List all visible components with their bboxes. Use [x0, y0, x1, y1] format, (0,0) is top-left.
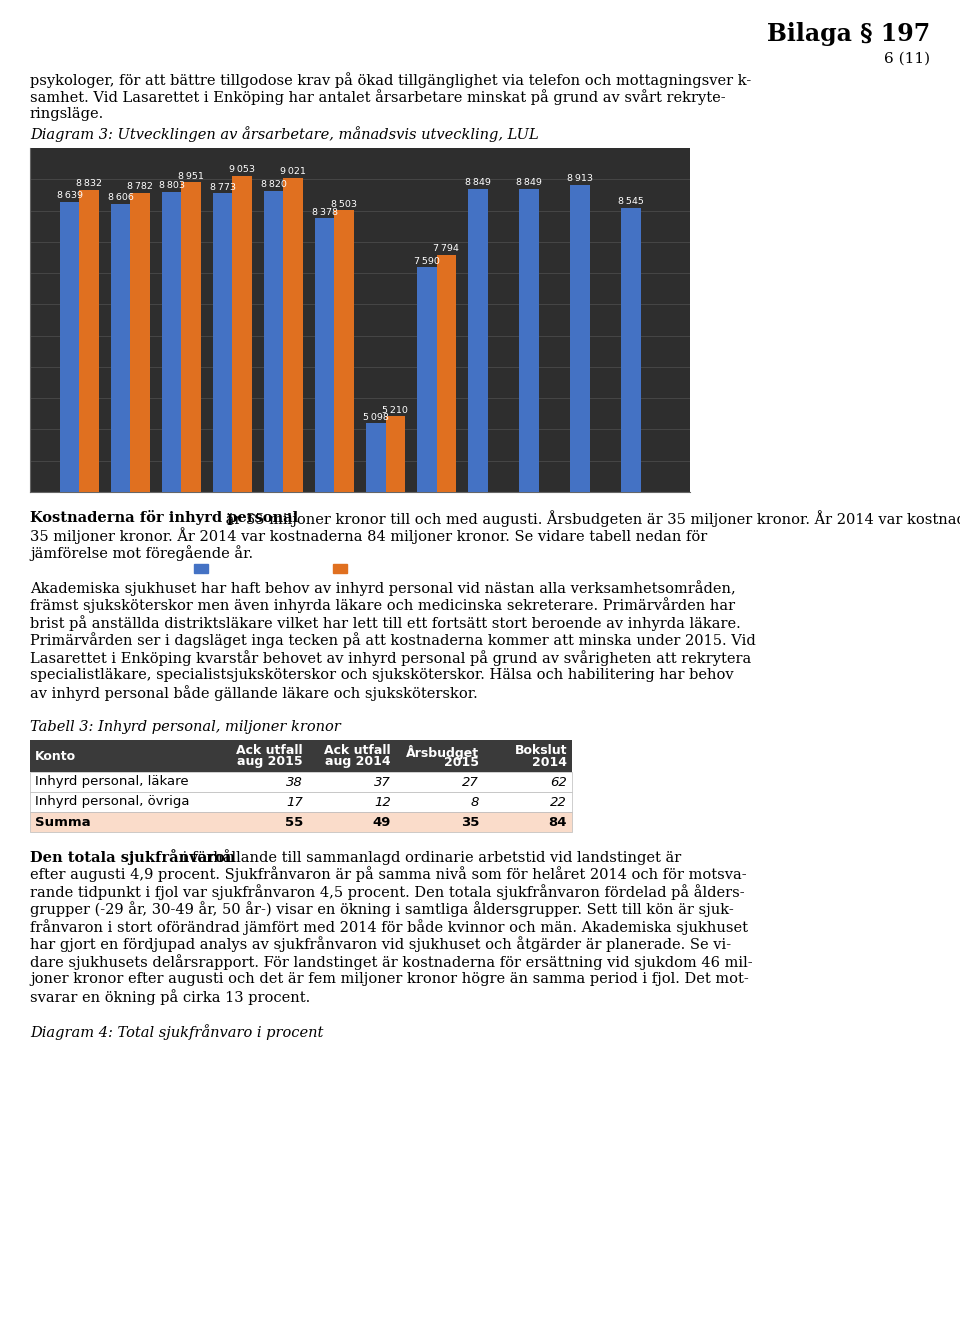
Text: har gjort en fördjupad analys av sjukfrånvaron vid sjukhuset och åtgärder är pla: har gjort en fördjupad analys av sjukfrå… — [30, 936, 732, 952]
Text: 6 (11): 6 (11) — [884, 51, 930, 66]
Text: Lasarettet i Enköping kvarstår behovet av inhyrd personal på grund av svårighete: Lasarettet i Enköping kvarstår behovet a… — [30, 651, 752, 666]
Text: 8 913: 8 913 — [567, 174, 593, 183]
Text: psykologer, för att bättre tillgodose krav på ökad tillgänglighet via telefon oc: psykologer, för att bättre tillgodose kr… — [30, 72, 752, 88]
Text: främst sjuksköterskor men även inhyrda läkare och medicinska sekreterare. Primär: främst sjuksköterskor men även inhyrda l… — [30, 598, 735, 614]
Text: Bilaga § 197: Bilaga § 197 — [767, 22, 930, 46]
Text: Kostnaderna för inhyrd personal: Kostnaderna för inhyrd personal — [30, 510, 299, 525]
Text: grupper (-29 år, 30-49 år, 50 år-) visar en ökning i samtliga åldersgrupper. Set: grupper (-29 år, 30-49 år, 50 år-) visar… — [30, 902, 733, 918]
Bar — [570, 184, 589, 743]
Text: 9 053: 9 053 — [229, 166, 255, 174]
Bar — [366, 423, 386, 743]
Text: 84: 84 — [548, 815, 567, 828]
Bar — [181, 182, 201, 743]
Text: specialistläkare, specialistsjuksköterskor och sjuksköterskor. Hälsa och habilit: specialistläkare, specialistsjukskötersk… — [30, 668, 733, 681]
Text: Tabell 3: Inhyrd personal, miljoner kronor: Tabell 3: Inhyrd personal, miljoner kron… — [30, 720, 341, 734]
Text: 8 503: 8 503 — [331, 200, 357, 209]
Text: i förhållande till sammanlagd ordinarie arbetstid vid landstinget är: i förhållande till sammanlagd ordinarie … — [178, 849, 681, 865]
Text: 8 545: 8 545 — [618, 198, 644, 207]
Text: 55: 55 — [285, 815, 303, 828]
Text: Summa: Summa — [35, 815, 90, 828]
Text: 2015: 2015 — [444, 756, 479, 769]
Text: 5 098: 5 098 — [363, 412, 389, 421]
Text: 22: 22 — [550, 795, 567, 809]
Text: 8 803: 8 803 — [158, 180, 184, 190]
Text: Diagram 4: Total sjukfrånvaro i procent: Diagram 4: Total sjukfrånvaro i procent — [30, 1025, 324, 1040]
Text: 8 820: 8 820 — [261, 180, 287, 188]
Text: rande tidpunkt i fjol var sjukfrånvaron 4,5 procent. Den totala sjukfrånvaron fö: rande tidpunkt i fjol var sjukfrånvaron … — [30, 884, 745, 900]
Text: Årsbudget: Årsbudget — [406, 744, 479, 760]
Text: 8 606: 8 606 — [108, 194, 133, 203]
Bar — [264, 191, 283, 743]
Bar — [315, 219, 334, 743]
Text: joner kronor efter augusti och det är fem miljoner kronor högre än samma period : joner kronor efter augusti och det är fe… — [30, 972, 749, 985]
Text: jämförelse mot föregående år.: jämförelse mot föregående år. — [30, 545, 253, 561]
Legend: Årsarbetare 2014, Årsarbetare 2015: Årsarbetare 2014, Årsarbetare 2015 — [194, 562, 461, 576]
Bar — [621, 208, 640, 743]
FancyBboxPatch shape — [30, 811, 572, 831]
Text: ringsläge.: ringsläge. — [30, 107, 105, 121]
Text: 9 021: 9 021 — [280, 167, 306, 176]
Text: 8 951: 8 951 — [179, 171, 204, 180]
Text: 35: 35 — [461, 815, 479, 828]
Text: 2014: 2014 — [532, 756, 567, 769]
Text: 8 378: 8 378 — [312, 208, 338, 216]
Text: 62: 62 — [550, 776, 567, 789]
Text: Primärvården ser i dagsläget inga tecken på att kostnaderna kommer att minska un: Primärvården ser i dagsläget inga tecken… — [30, 632, 756, 648]
Text: 12: 12 — [374, 795, 391, 809]
Bar — [213, 194, 232, 743]
Text: är 55 miljoner kronor till och med augusti. Årsbudgeten är 35 miljoner kronor. Å: är 55 miljoner kronor till och med augus… — [221, 510, 960, 527]
Text: 7 590: 7 590 — [414, 257, 440, 266]
Text: Den totala sjukfrånvaron: Den totala sjukfrånvaron — [30, 849, 235, 865]
Text: Inhyrd personal, övriga: Inhyrd personal, övriga — [35, 795, 189, 809]
Text: Ack utfall: Ack utfall — [236, 744, 303, 757]
Bar — [418, 267, 437, 743]
Text: dare sjukhusets delårsrapport. För landstinget är kostnaderna för ersättning vid: dare sjukhusets delårsrapport. För lands… — [30, 954, 753, 969]
Text: aug 2014: aug 2014 — [325, 756, 391, 769]
Bar — [386, 416, 405, 743]
FancyBboxPatch shape — [30, 792, 572, 811]
Text: Konto: Konto — [35, 749, 76, 763]
Bar — [80, 190, 99, 743]
Text: 8 782: 8 782 — [127, 182, 153, 191]
Bar — [131, 192, 150, 743]
Text: 38: 38 — [286, 776, 303, 789]
Text: av inhyrd personal både gällande läkare och sjuksköterskor.: av inhyrd personal både gällande läkare … — [30, 685, 478, 701]
Text: 37: 37 — [374, 776, 391, 789]
Text: 35 miljoner kronor. År 2014 var kostnaderna 84 miljoner kronor. Se vidare tabell: 35 miljoner kronor. År 2014 var kostnade… — [30, 528, 708, 544]
Text: 7 794: 7 794 — [433, 244, 459, 253]
Bar — [334, 211, 354, 743]
Text: aug 2015: aug 2015 — [237, 756, 303, 769]
Text: 49: 49 — [372, 815, 391, 828]
FancyBboxPatch shape — [30, 772, 572, 792]
Bar — [111, 204, 131, 743]
Bar — [60, 202, 80, 743]
Bar — [519, 188, 539, 743]
Bar — [283, 178, 302, 743]
Bar — [232, 176, 252, 743]
Text: 27: 27 — [463, 776, 479, 789]
Text: Ack utfall: Ack utfall — [324, 744, 391, 757]
Text: samhet. Vid Lasarettet i Enköping har antalet årsarbetare minskat på grund av sv: samhet. Vid Lasarettet i Enköping har an… — [30, 90, 726, 105]
Text: 17: 17 — [286, 795, 303, 809]
Text: Diagram 3: Utvecklingen av årsarbetare, månadsvis utveckling, LUL: Diagram 3: Utvecklingen av årsarbetare, … — [30, 126, 539, 142]
Text: 8 639: 8 639 — [57, 191, 83, 200]
Text: svarar en ökning på cirka 13 procent.: svarar en ökning på cirka 13 procent. — [30, 989, 310, 1005]
Bar — [437, 254, 456, 743]
Text: 8 849: 8 849 — [465, 178, 491, 187]
Text: Inhyrd personal, läkare: Inhyrd personal, läkare — [35, 776, 188, 789]
Text: 8 773: 8 773 — [209, 183, 236, 192]
Text: efter augusti 4,9 procent. Sjukfrånvaron är på samma nivå som för helåret 2014 o: efter augusti 4,9 procent. Sjukfrånvaron… — [30, 867, 747, 882]
Text: 8 849: 8 849 — [516, 178, 541, 187]
Bar — [468, 188, 488, 743]
Text: frånvaron i stort oförändrad jämfört med 2014 för både kvinnor och män. Akademis: frånvaron i stort oförändrad jämfört med… — [30, 919, 748, 935]
Bar — [162, 191, 181, 743]
Text: Akademiska sjukhuset har haft behov av inhyrd personal vid nästan alla verksamhe: Akademiska sjukhuset har haft behov av i… — [30, 579, 735, 595]
Text: 8: 8 — [470, 795, 479, 809]
Text: brist på anställda distriktsläkare vilket har lett till ett fortsätt stort beroe: brist på anställda distriktsläkare vilke… — [30, 615, 741, 631]
Text: Bokslut: Bokslut — [515, 744, 567, 757]
Text: 5 210: 5 210 — [382, 406, 408, 415]
Text: 8 832: 8 832 — [76, 179, 102, 188]
FancyBboxPatch shape — [30, 740, 572, 772]
